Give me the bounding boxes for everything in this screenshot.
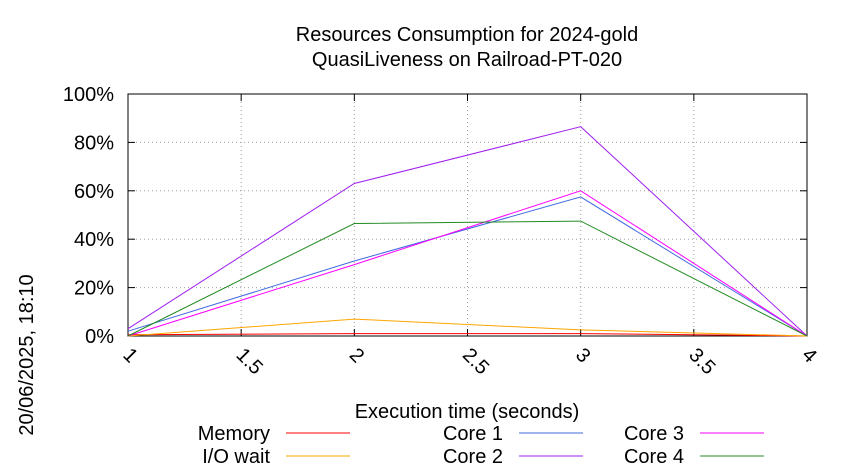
y-axis: 0% 20% 40% 60% 80% 100% — [63, 84, 807, 348]
series-line-memory — [127, 333, 808, 337]
x-tick-label: 1 — [118, 344, 141, 367]
x-tick-label: 1.5 — [232, 344, 267, 379]
y-tick-label: 40% — [74, 229, 114, 251]
y-tick-label: 20% — [74, 278, 114, 300]
chart-subtitle: QuasiLiveness on Railroad-PT-020 — [312, 49, 622, 71]
legend-item: I/O wait — [202, 446, 350, 468]
x-tick-label: 2 — [345, 344, 368, 367]
grid — [128, 94, 807, 336]
y-tick-label: 80% — [74, 132, 114, 154]
legend-label: Core 4 — [624, 446, 684, 468]
legend-item: Core 4 — [624, 446, 764, 468]
series-line-core-3 — [127, 190, 808, 337]
legend-item: Core 2 — [443, 446, 583, 468]
y-tick-label: 60% — [74, 181, 114, 203]
x-axis-label: Execution time (seconds) — [355, 401, 580, 423]
series-line-core-1 — [127, 196, 808, 337]
series-line-core-4 — [127, 220, 808, 337]
timestamp: 20/06/2025, 18:10 — [16, 274, 38, 435]
series-line-i-o-wait — [127, 318, 808, 337]
legend-label: Core 2 — [443, 446, 503, 468]
x-tick-label: 3 — [571, 344, 594, 367]
chart-title: Resources Consumption for 2024-gold — [296, 24, 638, 46]
series-lines — [127, 126, 808, 337]
legend-item: Core 3 — [624, 423, 764, 445]
legend-label: Memory — [198, 423, 270, 445]
y-tick-label: 0% — [85, 326, 114, 348]
legend-item: Core 1 — [443, 423, 583, 445]
legend-label: I/O wait — [202, 446, 270, 468]
legend-label: Core 1 — [443, 423, 503, 445]
x-tick-label: 4 — [797, 344, 820, 367]
x-tick-label: 2.5 — [458, 344, 493, 379]
y-tick-label: 100% — [63, 84, 114, 106]
x-tick-label: 3.5 — [684, 344, 719, 379]
legend-label: Core 3 — [624, 423, 684, 445]
series-line-core-2 — [127, 126, 808, 337]
legend-item: Memory — [198, 423, 350, 445]
